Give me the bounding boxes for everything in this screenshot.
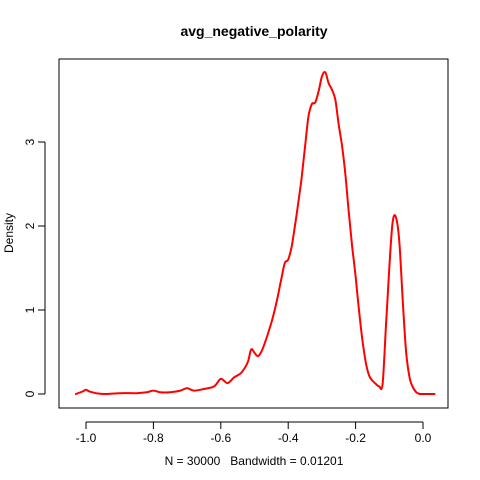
x-axis-label: N = 30000 Bandwidth = 0.01201 [165,454,344,468]
series-layer [74,71,436,396]
plot-frame [58,58,449,409]
x-tick-label: -0.2 [345,431,366,445]
x-tick-label: -0.4 [278,431,299,445]
x-tick-label: -0.8 [143,431,164,445]
x-axis: -1.0 -0.8 -0.6 -0.4 -0.2 0.0 [76,421,432,445]
y-tick-label: 0 [23,390,37,397]
y-tick-label: 3 [23,138,37,145]
x-tick-label: 0.0 [415,431,432,445]
y-axis-label: Density [2,213,16,253]
y-tick-label: 1 [23,306,37,313]
y-axis: 0 1 2 3 [23,138,46,397]
density-series-line [74,71,436,396]
chart-title: avg_negative_polarity [180,23,327,39]
x-tick-label: -1.0 [76,431,97,445]
x-tick-label: -0.6 [210,431,231,445]
y-tick-label: 2 [23,222,37,229]
